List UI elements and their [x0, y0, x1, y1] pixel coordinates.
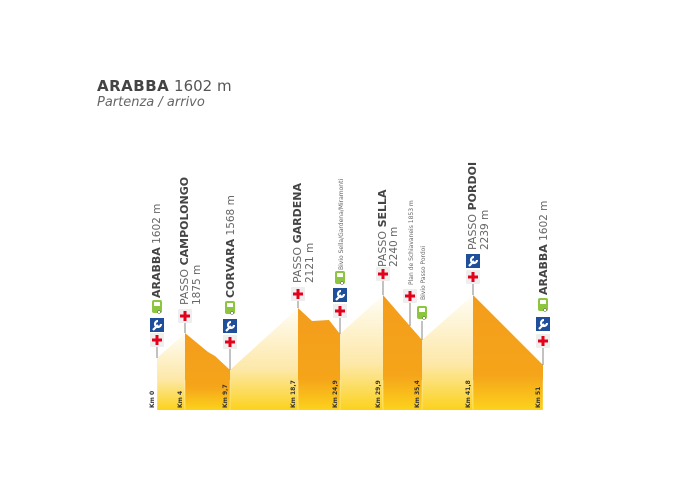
bus-window	[540, 300, 546, 304]
bus-body	[225, 301, 235, 314]
descent-area	[473, 295, 543, 410]
descent-area	[185, 333, 230, 410]
name-prefix: PASSO	[466, 210, 479, 250]
elevation-label: 1568 m	[225, 195, 237, 239]
location-name: PASSO CAMPOLONGO	[178, 177, 191, 305]
bus-icon	[417, 306, 427, 320]
km-label: Km 41,8	[465, 380, 472, 408]
km-label: Km 24,9	[332, 380, 339, 408]
bus-wheel	[340, 281, 344, 285]
bus-body	[335, 271, 345, 284]
location-label: Bivio Passo Pordoi	[420, 246, 427, 300]
bus-icon	[225, 301, 235, 315]
repair-wrench-icon	[223, 319, 237, 333]
elevation-label: 2240 m	[388, 227, 400, 267]
name-bold: CAMPOLONGO	[178, 177, 191, 266]
title-elevation: 1602 m	[174, 77, 232, 95]
ascent-area	[340, 295, 383, 410]
first-aid-icon	[536, 334, 550, 348]
descent-area	[298, 308, 340, 410]
wrench-shape	[538, 318, 549, 330]
km-label: Km 9,7	[222, 384, 229, 408]
name-bold: SELLA	[376, 189, 389, 227]
cross-bar	[541, 336, 545, 346]
elevation-label: 1875 m	[191, 265, 203, 305]
elevation-label: 1602 m	[151, 204, 163, 248]
name-bold: ARABBA	[537, 244, 550, 295]
bus-body	[417, 306, 427, 319]
wrench-shape	[335, 289, 346, 301]
km-label: Km 0	[149, 391, 156, 408]
km-label: Km 18,7	[290, 380, 297, 408]
bus-wheel	[157, 310, 161, 314]
location-name: ARABBA 1602 m	[537, 201, 550, 295]
location-label: Plan de Schiavaneis 1853 m	[408, 200, 415, 285]
bus-window	[154, 302, 160, 306]
location-name: CORVARA 1568 m	[224, 195, 237, 298]
wrench-shape	[152, 319, 163, 331]
cross-bar	[381, 269, 385, 279]
title-name: ARABBA	[97, 77, 170, 95]
name-prefix: PASSO	[178, 265, 191, 305]
bus-wheel	[422, 316, 426, 320]
name-bold: GARDENA	[291, 183, 304, 244]
location-name: PASSO PORDOI	[466, 162, 479, 250]
cross-bar	[471, 272, 475, 282]
bus-body	[538, 298, 548, 311]
subtitle: Partenza / arrivo	[97, 95, 205, 110]
elevation-label: 1602 m	[538, 201, 550, 245]
first-aid-icon	[291, 287, 305, 301]
repair-wrench-icon	[536, 317, 550, 331]
descent-area	[383, 295, 422, 410]
cross-bar	[296, 289, 300, 299]
cross-bar	[408, 291, 412, 301]
first-aid-icon	[178, 309, 192, 323]
first-aid-icon	[223, 335, 237, 349]
bus-wheel	[230, 311, 234, 315]
bus-wheel	[543, 308, 547, 312]
location-name: ARABBA 1602 m	[150, 204, 163, 298]
wrench-shape	[225, 320, 236, 332]
elevation-label: 2239 m	[479, 210, 491, 250]
bus-window	[227, 303, 233, 307]
km-label: Km 35,4	[414, 380, 421, 408]
bus-window	[419, 308, 425, 312]
km-label: Km 29,9	[375, 380, 382, 408]
repair-wrench-icon	[333, 288, 347, 302]
ascent-area	[157, 333, 185, 410]
bus-icon	[335, 271, 345, 285]
cross-bar	[183, 311, 187, 321]
first-aid-icon	[403, 289, 417, 303]
km-label: Km 4	[177, 391, 184, 408]
elevation-label: 2121 m	[304, 243, 316, 283]
first-aid-icon	[150, 333, 164, 347]
bus-icon	[152, 300, 162, 314]
name-bold: CORVARA	[224, 238, 237, 298]
first-aid-icon	[376, 267, 390, 281]
start-title: ARABBA 1602 m	[97, 77, 232, 95]
name-bold: ARABBA	[150, 247, 163, 298]
name-prefix: PASSO	[376, 227, 389, 267]
first-aid-icon	[466, 270, 480, 284]
location-label: Bivio Sella/Gardena/Miramonti	[338, 179, 345, 270]
wrench-shape	[468, 255, 479, 267]
name-bold: PORDOI	[466, 162, 479, 210]
location-name: PASSO GARDENA	[291, 183, 304, 283]
repair-wrench-icon	[466, 254, 480, 268]
km-label: Km 51	[535, 387, 542, 408]
bus-window	[337, 273, 343, 277]
ascent-area	[422, 295, 473, 410]
name-prefix: PASSO	[291, 243, 304, 283]
cross-bar	[228, 337, 232, 347]
cross-bar	[338, 306, 342, 316]
bus-body	[152, 300, 162, 313]
first-aid-icon	[333, 304, 347, 318]
cross-bar	[155, 335, 159, 345]
ascent-area	[230, 308, 298, 410]
bus-icon	[538, 298, 548, 312]
repair-wrench-icon	[150, 318, 164, 332]
location-name: PASSO SELLA	[376, 189, 389, 267]
